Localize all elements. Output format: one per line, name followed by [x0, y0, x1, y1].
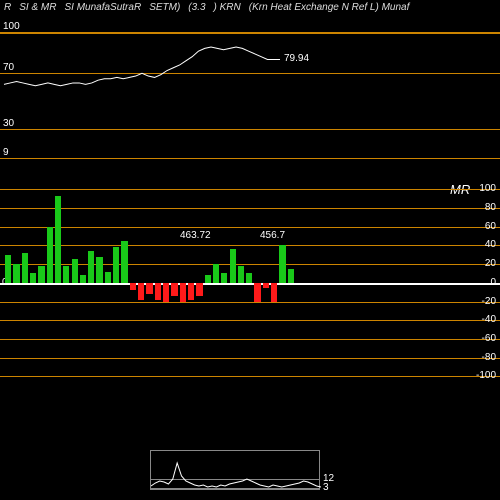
mr-bar	[254, 283, 260, 302]
mr-bar	[88, 251, 94, 283]
mr-bar	[47, 227, 53, 283]
y-axis-label: 3	[323, 482, 329, 493]
grid-line	[0, 208, 500, 209]
mr-bar	[96, 257, 102, 283]
y-axis-label: -40	[482, 314, 496, 325]
grid-line	[0, 283, 500, 285]
header-item: R	[4, 2, 11, 13]
grid-line	[0, 189, 500, 190]
mr-bar	[196, 283, 202, 296]
mr-bar	[72, 259, 78, 282]
mr-bar	[205, 275, 211, 282]
grid-line	[0, 227, 500, 228]
mr-bar	[22, 253, 28, 283]
mr-bar	[230, 249, 236, 283]
y-axis-label: -100	[476, 370, 496, 381]
grid-line	[0, 245, 500, 246]
mr-bar	[221, 273, 227, 282]
rsi-panel: 1007030979.94	[0, 18, 500, 170]
y-axis-label: -60	[482, 333, 496, 344]
y-axis-label: 80	[485, 202, 496, 213]
header-item: (3.3	[188, 2, 205, 13]
grid-line	[0, 358, 500, 359]
y-axis-label: 0	[490, 277, 496, 288]
header-item: SI & MR	[19, 2, 56, 13]
mr-bar	[55, 196, 61, 283]
page-header: R SI & MR SI MunafaSutraR SETM) (3.3 ) KRN (Kr…	[0, 0, 500, 15]
grid-line	[0, 302, 500, 303]
y-axis-label: -20	[482, 296, 496, 307]
y-axis-label: 100	[479, 183, 496, 194]
mr-bar	[121, 241, 127, 283]
mr-bar	[155, 283, 161, 300]
rsi-value-label: 79.94	[284, 53, 309, 64]
mr-bar	[163, 283, 169, 302]
y-axis-label: 20	[485, 258, 496, 269]
mr-bar	[38, 266, 44, 283]
mr-bar	[63, 266, 69, 283]
mr-bar	[288, 269, 294, 283]
y-axis-label: 60	[485, 221, 496, 232]
mr-bar	[105, 272, 111, 283]
mr-bar	[238, 266, 244, 283]
header-item: (Krn Heat Exchange N Ref L) Munaf	[249, 2, 410, 13]
y-axis-label: -80	[482, 352, 496, 363]
mr-bar	[130, 283, 136, 290]
mr-bar	[246, 273, 252, 282]
mr-bar	[188, 283, 194, 300]
grid-line	[0, 376, 500, 377]
mr-bar	[80, 275, 86, 282]
header-item: SI MunafaSutraR	[64, 2, 141, 13]
mr-bar	[13, 264, 19, 283]
rsi-line-chart	[0, 18, 500, 170]
price-annotation: 463.72	[180, 230, 211, 241]
mr-bar	[263, 283, 269, 289]
mr-bar	[5, 255, 11, 283]
mr-bar	[180, 283, 186, 302]
mr-bar	[271, 283, 277, 302]
mr-bar	[279, 245, 285, 282]
mr-bar	[138, 283, 144, 300]
mr-panel: MR100806040200-20-40-60-80-1000463.72456…	[0, 180, 500, 395]
mr-bar	[113, 247, 119, 283]
price-annotation: 456.7	[260, 230, 285, 241]
grid-line	[0, 320, 500, 321]
header-item: SETM)	[149, 2, 180, 13]
header-item: ) KRN	[214, 2, 241, 13]
mr-bar	[146, 283, 152, 294]
mini-panel: 123	[150, 450, 320, 490]
y-axis-label: 40	[485, 239, 496, 250]
mini-line-chart	[151, 451, 321, 491]
mr-bar	[171, 283, 177, 296]
grid-line	[0, 339, 500, 340]
mr-bar	[30, 273, 36, 282]
mr-bar	[213, 264, 219, 283]
